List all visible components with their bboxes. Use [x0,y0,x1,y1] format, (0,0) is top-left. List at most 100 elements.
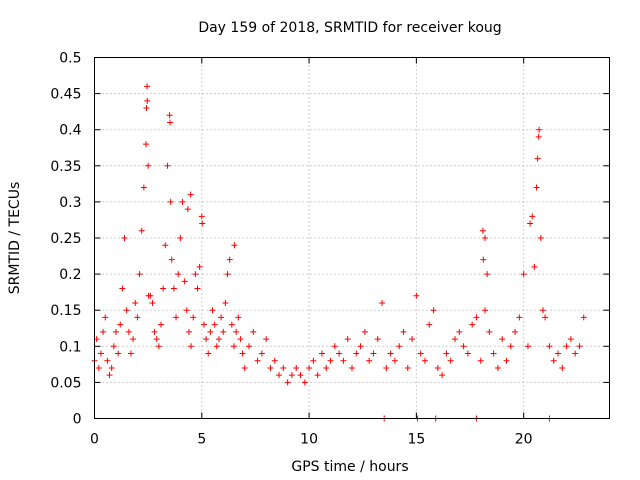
data-point [464,350,471,357]
data-point [258,350,265,357]
data-point [576,343,583,350]
data-point [336,350,343,357]
data-point [224,271,231,278]
y-tick-label: 0.45 [50,87,81,103]
data-point [106,372,113,379]
data-point [539,307,546,314]
data-point [235,314,242,321]
y-tick-label: 0.1 [59,339,81,355]
y-tick-label: 0.15 [50,303,81,319]
y-tick-label: 0.05 [50,375,81,391]
data-point [144,83,151,90]
data-point [213,343,220,350]
data-point [447,357,454,364]
x-tick-label: 20 [515,432,533,448]
data-point [138,227,145,234]
data-point [115,350,122,357]
data-point [542,314,549,321]
plot-frame [94,57,610,419]
data-point [179,198,186,205]
x-tick-label: 0 [90,432,99,448]
data-point [237,336,244,343]
data-point [301,379,308,386]
data-point [357,343,364,350]
data-point [194,285,201,292]
data-point [263,336,270,343]
data-point [267,364,274,371]
data-point [167,198,174,205]
data-point [559,364,566,371]
data-point [391,357,398,364]
data-point [97,350,104,357]
data-point [534,155,541,162]
data-point [563,343,570,350]
data-point [288,372,295,379]
data-point [503,357,510,364]
data-point [181,278,188,285]
data-point [209,307,216,314]
data-point [512,328,519,335]
data-point [426,321,433,328]
data-point [340,357,347,364]
data-point [271,357,278,364]
data-point [490,350,497,357]
data-point [149,299,156,306]
data-point [153,336,160,343]
data-point [417,350,424,357]
data-point [531,263,538,270]
data-point [95,364,102,371]
data-point [241,364,248,371]
data-point [228,321,235,328]
data-point [246,343,252,350]
data-point [344,336,351,343]
data-point [331,343,338,350]
data-point [387,350,394,357]
data-point [533,184,540,191]
data-point [421,357,428,364]
data-point [158,321,165,328]
data-point [314,372,321,379]
data-point [318,350,325,357]
data-point [166,112,173,119]
data-point [555,350,561,357]
data-point [183,307,190,314]
data-point [130,336,137,343]
data-point [297,372,304,379]
data-point [108,364,115,371]
data-point [366,357,373,364]
y-tick-label: 0.35 [50,159,81,175]
data-point [144,97,151,104]
data-point [430,307,437,314]
data-point [140,184,147,191]
data-point [396,343,403,350]
data-point [190,314,197,321]
data-point [469,321,476,328]
x-tick-label: 10 [300,432,318,448]
data-point [254,357,261,364]
data-point [494,364,501,371]
data-point [323,364,330,371]
data-point [143,105,150,112]
data-point [572,350,579,357]
y-tick-label: 0.5 [59,51,81,67]
data-point [409,336,416,343]
data-point [192,271,199,278]
data-point [536,126,543,133]
data-point [211,321,218,328]
y-tick-label: 0 [73,412,82,428]
data-point [121,235,128,241]
data-point [499,336,506,343]
data-point [117,321,124,328]
data-point [456,328,463,335]
data-point [200,321,207,328]
data-point [220,328,227,335]
data-point [119,285,126,292]
data-point [473,314,480,321]
data-point [477,357,484,364]
chart-ticks [94,57,610,419]
data-point [486,328,493,335]
data-point [123,307,130,314]
data-point [112,328,119,335]
y-tick-label: 0.2 [59,267,81,283]
